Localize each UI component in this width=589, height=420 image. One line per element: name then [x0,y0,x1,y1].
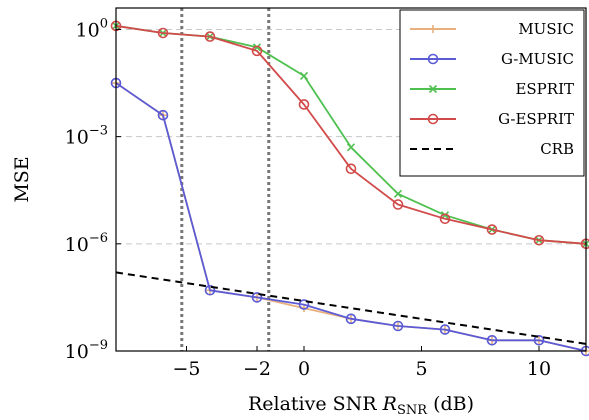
legend-entry-g-music: G-MUSIC [410,50,574,68]
point-esprit-marker [299,71,309,80]
point-g-esprit-marker [298,99,310,110]
point-g-music-marker [392,320,404,332]
legend-entry-music: MUSIC [410,20,574,38]
x-tick-label: 5 [415,358,427,380]
y-axis-ticks: 100 10−3 10−6 10−9 [65,16,121,363]
point-g-esprit-marker [345,163,357,175]
series-crb [115,271,587,345]
legend-label: G-ESPRIT [498,110,574,128]
point-esprit-marker [346,143,356,152]
y-tick-label: 100 [76,16,108,41]
point-esprit-marker [393,189,403,198]
legend-label: MUSIC [518,20,574,38]
legend-entry-g-esprit: G-ESPRIT [410,110,574,128]
plot-frame [115,7,587,352]
legend-marker [429,25,437,33]
legend-marker [427,113,439,125]
legend-label: ESPRIT [515,80,574,98]
point-g-music-marker [204,284,216,296]
legend-entry-esprit: ESPRIT [410,80,574,98]
legend: MUSIC G-MUSIC ESPRIT G-ESPRIT CRB [399,9,585,177]
point-g-esprit-marker [251,45,263,57]
point-g-esprit-marker [486,224,498,235]
x-tick-label: 0 [298,358,310,380]
vertical-markers [180,8,271,351]
point-g-esprit-marker [533,234,545,246]
x-axis-label: Relative SNR RSNR (dB) [248,393,474,418]
legend-label: CRB [540,140,574,158]
point-g-music-marker [486,334,498,346]
series-line-g-music [115,82,587,352]
series-line-g-esprit [115,25,587,245]
legend-marker [428,84,438,94]
x-axis-label-symbol: R [382,393,397,415]
x-tick-label: −2 [243,358,271,380]
x-axis-ticks: −5 −2 0 5 10 [172,346,551,380]
point-g-music-marker [157,109,169,121]
point-g-music-marker [345,313,357,325]
point-g-music-marker [251,292,263,303]
point-g-esprit-marker [204,31,216,42]
legend-box [399,9,585,177]
legend-label: G-MUSIC [501,50,574,68]
x-axis-label-unit: (dB) [427,393,474,415]
series-group [110,20,589,357]
point-g-esprit-marker [157,27,169,39]
point-g-music-marker [533,334,545,346]
y-tick-label: 10−6 [65,231,108,256]
point-g-esprit-marker [439,213,451,225]
series-g-music [110,77,589,357]
y-tick-label: 10−3 [65,124,108,149]
x-tick-label: −5 [172,358,200,380]
y-axis-label: MSE [11,156,33,202]
x-axis-label-subscript: SNR [397,403,428,418]
y-tick-label: 10−9 [65,338,108,363]
point-g-esprit-marker [392,199,404,210]
x-axis-label-main: Relative SNR [248,393,383,415]
series-line-crb [115,271,587,345]
legend-entry-crb: CRB [410,140,574,158]
legend-marker [427,53,439,65]
x-tick-label: 10 [527,358,551,380]
point-g-music-marker [439,324,451,335]
point-g-music-marker [298,299,310,310]
